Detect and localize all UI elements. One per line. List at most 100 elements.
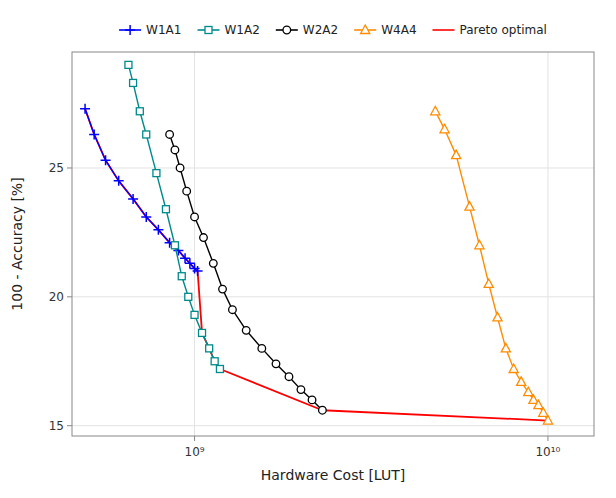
legend-marker <box>361 25 370 34</box>
point <box>475 240 484 249</box>
legend-marker <box>283 26 291 34</box>
point <box>171 146 179 154</box>
legend-item: W2A2 <box>276 23 338 37</box>
legend-item: W4A4 <box>354 23 416 37</box>
point <box>101 155 111 165</box>
point <box>153 170 160 177</box>
point <box>493 312 502 321</box>
point <box>210 260 218 268</box>
point <box>143 131 150 138</box>
point <box>206 345 213 352</box>
point <box>431 106 440 115</box>
x-axis-label: Hardware Cost [LUT] <box>261 467 405 483</box>
grid-line <box>194 52 195 436</box>
point <box>178 273 185 280</box>
point <box>162 206 169 213</box>
point <box>272 360 280 368</box>
point <box>130 79 137 86</box>
grid-line <box>547 52 548 436</box>
point <box>242 327 250 335</box>
point <box>501 343 510 352</box>
point <box>176 164 184 172</box>
point <box>484 279 493 288</box>
legend-label: W1A2 <box>225 23 260 37</box>
plot-frame <box>72 52 594 436</box>
series-line <box>170 134 323 410</box>
point <box>141 212 151 222</box>
point <box>509 364 518 373</box>
point <box>543 416 552 425</box>
legend-label: W2A2 <box>303 23 338 37</box>
point <box>285 373 293 381</box>
legend-marker <box>205 27 212 34</box>
legend-swatch <box>433 29 455 31</box>
legend-label: W4A4 <box>381 23 416 37</box>
point <box>539 408 548 417</box>
point <box>517 377 526 386</box>
y-tick <box>67 296 72 297</box>
series <box>431 106 553 424</box>
point <box>297 386 305 394</box>
point <box>185 293 192 300</box>
background <box>0 0 616 498</box>
x-tick <box>194 436 195 441</box>
point <box>452 150 461 159</box>
plot-data <box>80 61 552 424</box>
point <box>534 400 543 409</box>
grid-line <box>72 296 594 297</box>
point <box>80 104 90 114</box>
x-tick-label: 10¹⁰ <box>535 445 560 459</box>
grid-line <box>72 425 594 426</box>
y-tick <box>67 167 72 168</box>
point <box>193 266 203 276</box>
point <box>180 253 190 263</box>
point <box>89 129 99 139</box>
series-line <box>128 65 220 369</box>
point <box>166 131 174 139</box>
y-tick-label: 15 <box>49 419 64 433</box>
series-line <box>85 109 198 271</box>
point <box>308 396 316 404</box>
legend-item: W1A1 <box>119 23 181 37</box>
y-axis-label: 100 - Accuracy [%] <box>9 177 25 310</box>
point <box>125 61 132 68</box>
legend-item: Pareto optimal <box>433 23 547 37</box>
point <box>524 387 533 396</box>
grid-line <box>72 167 594 168</box>
point <box>128 194 138 204</box>
point <box>258 345 266 353</box>
point <box>211 358 218 365</box>
point <box>465 202 474 211</box>
series <box>125 61 224 372</box>
y-tick-label: 25 <box>49 161 64 175</box>
point <box>199 329 206 336</box>
point <box>171 242 178 249</box>
legend-marker <box>125 25 135 35</box>
point <box>191 311 198 318</box>
x-tick-label: 10⁹ <box>185 445 205 459</box>
axes: 10⁹ 10¹⁰ 15 20 25 <box>49 161 561 459</box>
point <box>319 406 327 414</box>
y-tick-label: 20 <box>49 290 64 304</box>
grid <box>72 52 594 436</box>
point <box>114 176 124 186</box>
series-line <box>85 109 548 421</box>
series-line <box>435 111 548 420</box>
point <box>440 124 449 132</box>
point <box>216 365 223 372</box>
point <box>153 225 163 235</box>
point <box>200 234 208 242</box>
series <box>166 131 326 414</box>
y-tick <box>67 425 72 426</box>
point <box>191 213 199 221</box>
chart: 10⁹ 10¹⁰ 15 20 25 Hardware Cost [LUT] 100 - Ac… <box>0 0 616 498</box>
point <box>185 258 195 268</box>
legend-label: W1A1 <box>146 23 181 37</box>
series <box>85 109 548 421</box>
legend: W1A1 W1A2 W2A2 W4A4 Pareto optimal <box>119 23 547 37</box>
legend-item: W1A2 <box>198 23 260 37</box>
series <box>80 104 203 276</box>
x-tick <box>547 436 548 441</box>
point <box>229 306 237 314</box>
point <box>219 285 227 293</box>
